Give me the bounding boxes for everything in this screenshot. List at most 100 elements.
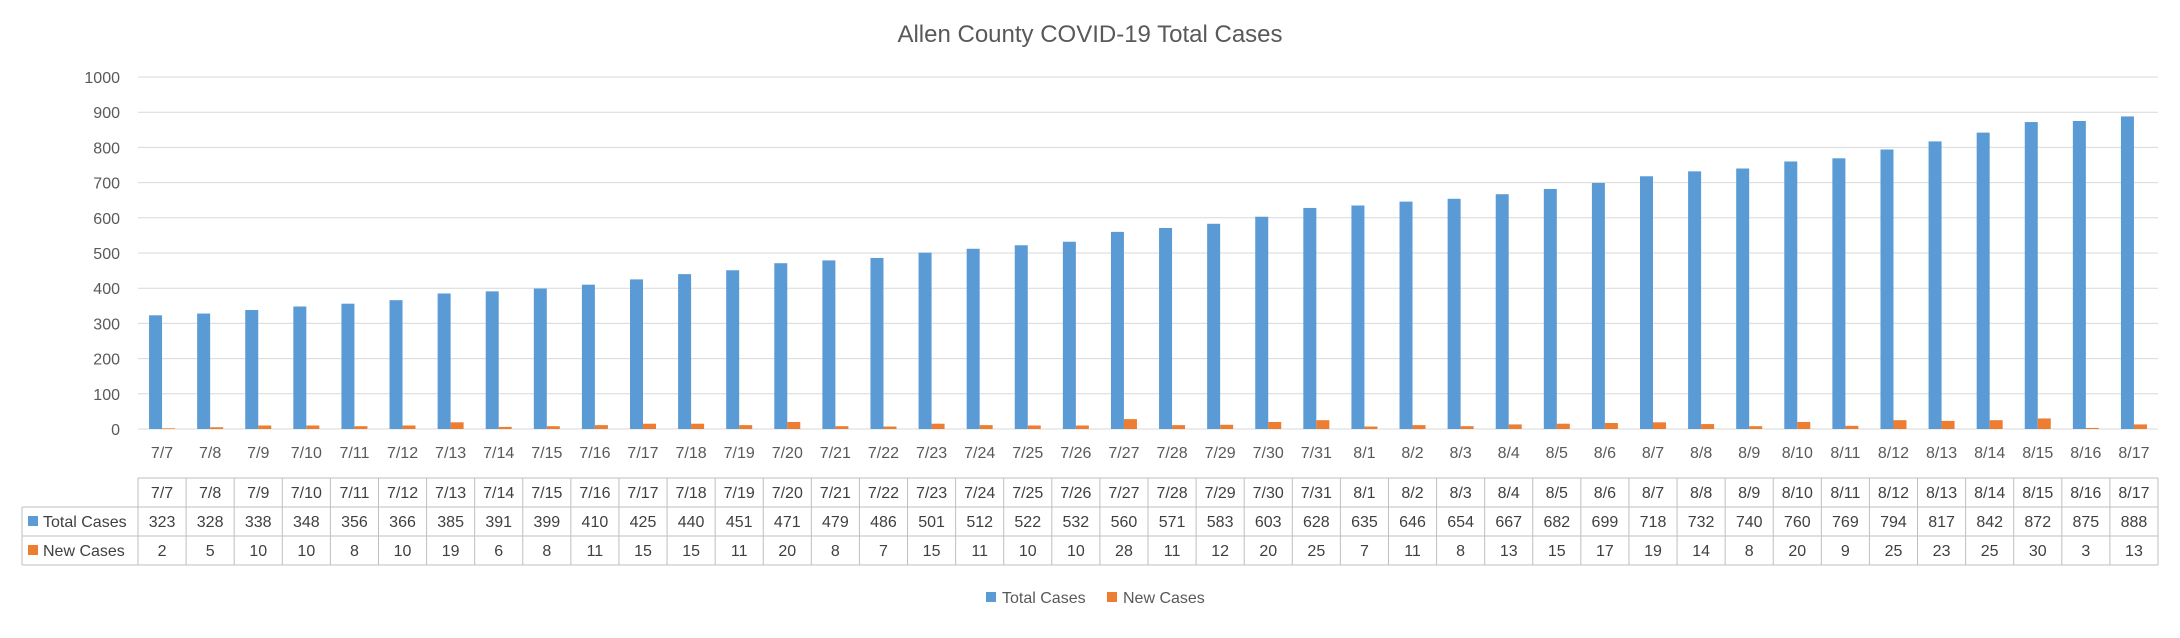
table-cell: 13 <box>2125 543 2143 560</box>
new-cases-bar <box>162 428 176 429</box>
table-cell: 8 <box>1745 543 1754 560</box>
x-tick-label: 7/31 <box>1301 445 1332 462</box>
total-cases-bar <box>1110 231 1124 429</box>
table-header-cell: 8/12 <box>1878 485 1909 502</box>
total-cases-bar <box>1736 168 1750 429</box>
table-cell: 440 <box>678 514 705 531</box>
x-tick-label: 7/16 <box>579 445 610 462</box>
y-tick-label: 200 <box>93 352 120 369</box>
total-cases-bar <box>678 274 692 429</box>
table-cell: 8 <box>831 543 840 560</box>
new-cases-key <box>28 545 38 555</box>
table-cell: 760 <box>1784 514 1811 531</box>
table-cell: 23 <box>1933 543 1951 560</box>
table-cell: 385 <box>437 514 464 531</box>
table-cell: 794 <box>1880 514 1907 531</box>
table-header-cell: 7/9 <box>247 485 269 502</box>
x-axis-tick-labels: 7/7 7/8 7/9 7/10 7/11 7/12 7/13 7/14 7/15 7/16 7/1… <box>151 445 2150 462</box>
table-cell: 348 <box>293 514 320 531</box>
x-tick-label: 7/23 <box>916 445 947 462</box>
new-cases-bar <box>1268 421 1282 429</box>
x-tick-label: 8/16 <box>2070 445 2101 462</box>
new-cases-bar <box>450 422 464 429</box>
table-cell: 769 <box>1832 514 1859 531</box>
total-cases-bar <box>1976 132 1990 429</box>
new-cases-bar <box>1845 425 1859 429</box>
chart-title: Allen County COVID-19 Total Cases <box>897 21 1282 48</box>
table-header-cell: 7/19 <box>724 485 755 502</box>
table-cell: 603 <box>1255 514 1282 531</box>
x-tick-label: 7/25 <box>1012 445 1043 462</box>
table-cell: 14 <box>1692 543 1710 560</box>
table-cell: 20 <box>778 543 796 560</box>
total-cases-bar <box>149 315 163 429</box>
table-cell: 15 <box>634 543 652 560</box>
table-cell: 11 <box>731 543 748 560</box>
total-cases-bar <box>2072 121 2086 429</box>
new-cases-bar <box>1364 426 1378 429</box>
table-cell: 6 <box>494 543 503 560</box>
table-cell: 15 <box>682 543 700 560</box>
table-header-cell: 8/16 <box>2070 485 2101 502</box>
y-tick-label: 400 <box>93 281 120 298</box>
table-cell: 888 <box>2121 514 2148 531</box>
table-header-cell: 7/11 <box>339 485 369 502</box>
table-header-cell: 7/31 <box>1301 485 1332 502</box>
x-tick-label: 7/26 <box>1060 445 1091 462</box>
table-cell: 667 <box>1495 514 1522 531</box>
table-cell: 486 <box>870 514 897 531</box>
total-cases-bar <box>197 313 211 429</box>
x-tick-label: 8/7 <box>1642 445 1664 462</box>
table-cell: 391 <box>485 514 512 531</box>
new-cases-bar <box>2085 427 2099 429</box>
table-header-cell: 7/22 <box>868 485 899 502</box>
x-tick-label: 7/12 <box>387 445 418 462</box>
new-cases-bar <box>210 427 224 429</box>
y-tick-label: 600 <box>93 211 120 228</box>
total-cases-bar <box>726 270 740 429</box>
table-cell: 732 <box>1688 514 1715 531</box>
table-cell: 5 <box>206 543 215 560</box>
table-header-cell: 7/18 <box>676 485 707 502</box>
table-header-cell: 7/15 <box>531 485 562 502</box>
table-cell: 872 <box>2024 514 2051 531</box>
table-cell: 583 <box>1207 514 1234 531</box>
table-header-cell: 8/2 <box>1401 485 1423 502</box>
table-header-cell: 8/4 <box>1498 485 1520 502</box>
table-header-cell: 8/15 <box>2022 485 2053 502</box>
new-cases-bar <box>1508 424 1522 429</box>
total-cases-bar <box>1928 141 1942 429</box>
table-header-cell: 7/23 <box>916 485 947 502</box>
table-cell: 12 <box>1211 543 1229 560</box>
table-cell: 328 <box>197 514 224 531</box>
x-tick-label: 8/12 <box>1878 445 1909 462</box>
x-tick-label: 7/27 <box>1108 445 1139 462</box>
total-cases-bar <box>774 263 788 429</box>
total-cases-bar <box>1399 201 1413 429</box>
total-cases-bar <box>1495 194 1509 429</box>
total-cases-bar <box>581 284 595 429</box>
x-tick-label: 8/13 <box>1926 445 1957 462</box>
total-cases-bar <box>533 288 547 429</box>
x-tick-label: 7/17 <box>627 445 658 462</box>
total-cases-bar <box>966 248 980 429</box>
table-cell: 635 <box>1351 514 1378 531</box>
total-cases-bar <box>485 291 499 429</box>
table-cell: 628 <box>1303 514 1330 531</box>
new-cases-bar <box>787 421 801 429</box>
y-tick-label: 800 <box>93 140 120 157</box>
new-cases-bar <box>1893 420 1907 429</box>
new-cases-bar <box>1604 423 1618 429</box>
table-series-label: Total Cases <box>43 514 127 531</box>
new-cases-bar <box>1941 420 1955 429</box>
total-cases-bar <box>1784 161 1798 430</box>
table-cell: 10 <box>1067 543 1085 560</box>
table-cell: 7 <box>879 543 888 560</box>
table-header-cell: 7/29 <box>1205 485 1236 502</box>
table-header-cell: 8/8 <box>1690 485 1712 502</box>
x-tick-label: 7/24 <box>964 445 995 462</box>
new-cases-bar <box>498 426 512 429</box>
table-cell: 15 <box>923 543 941 560</box>
legend-label: New Cases <box>1123 590 1205 607</box>
x-tick-label: 8/2 <box>1401 445 1423 462</box>
